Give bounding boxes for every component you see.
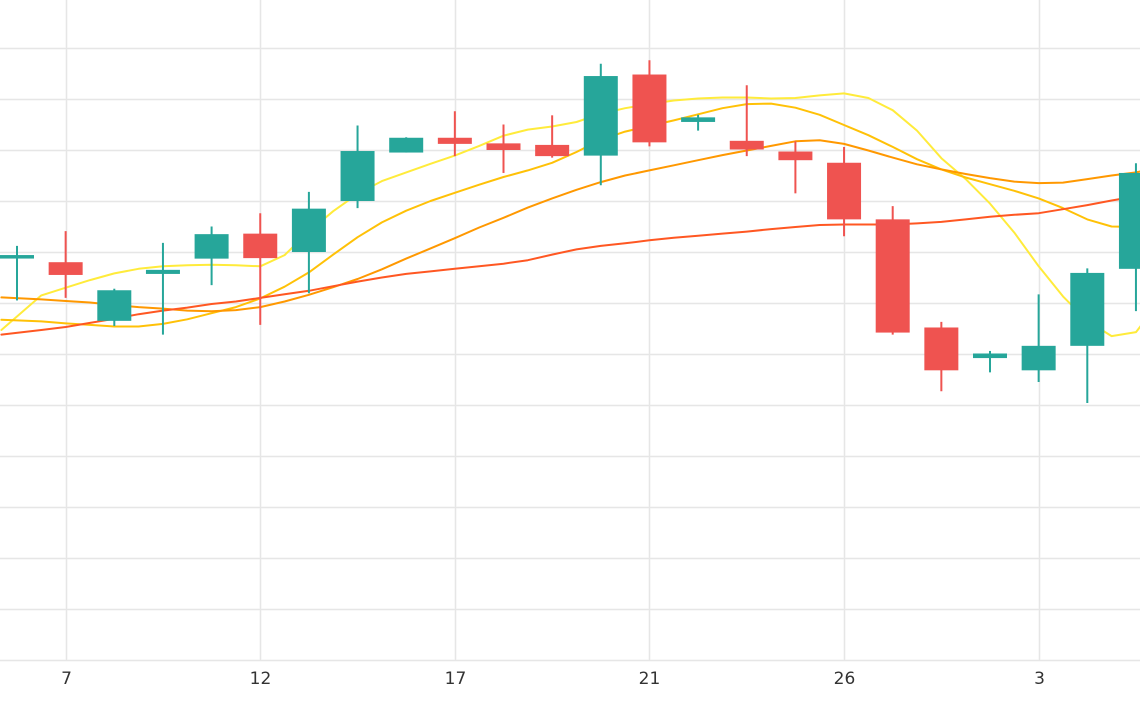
moving-average-lines bbox=[0, 92, 1140, 338]
ma-line-1 bbox=[0, 92, 1140, 338]
candle-body bbox=[729, 140, 764, 150]
candle-22 bbox=[1070, 268, 1105, 403]
candle-15 bbox=[729, 85, 764, 157]
candle-6 bbox=[291, 191, 326, 294]
candle-body bbox=[1021, 345, 1056, 371]
candle-body bbox=[0, 255, 34, 259]
candle-5 bbox=[243, 213, 278, 325]
candle-body bbox=[583, 76, 618, 156]
x-tick-label-17: 17 bbox=[445, 669, 467, 689]
candle-7 bbox=[340, 125, 375, 209]
candle-body bbox=[924, 327, 959, 371]
candle-12 bbox=[583, 63, 618, 186]
candle-2 bbox=[97, 288, 132, 326]
candle-16 bbox=[778, 141, 813, 194]
candle-19 bbox=[924, 321, 959, 392]
candle-body bbox=[243, 233, 278, 259]
candle-21 bbox=[1021, 294, 1056, 383]
candle-body bbox=[48, 262, 83, 275]
candle-body bbox=[194, 234, 229, 259]
candle-body bbox=[778, 151, 813, 161]
x-tick-label-3: 3 bbox=[1034, 669, 1045, 689]
candle-body bbox=[1070, 272, 1105, 346]
x-tick-label-26: 26 bbox=[834, 669, 856, 689]
candle-body bbox=[875, 219, 910, 333]
candle-body bbox=[291, 208, 326, 252]
candle-10 bbox=[486, 124, 521, 173]
candle-body bbox=[340, 151, 375, 201]
candle-body bbox=[632, 74, 667, 143]
candles bbox=[0, 60, 1140, 403]
x-tick-label-12: 12 bbox=[250, 669, 272, 689]
candle-body bbox=[535, 144, 570, 157]
candle-4 bbox=[194, 226, 229, 286]
horizontal-gridlines bbox=[0, 47, 1140, 662]
candle-body bbox=[827, 162, 862, 220]
candle-body bbox=[437, 137, 472, 144]
x-tick-label-7: 7 bbox=[61, 669, 72, 689]
x-tick-label-21: 21 bbox=[639, 669, 661, 689]
candle-20 bbox=[973, 350, 1007, 373]
candle-17 bbox=[827, 146, 862, 237]
candle-body bbox=[486, 143, 521, 150]
candle-3 bbox=[145, 242, 180, 335]
candle-body bbox=[681, 117, 716, 122]
candle-8 bbox=[389, 137, 424, 153]
candle-body bbox=[97, 290, 132, 321]
x-axis-ticks: 7 12 17 21 26 3 bbox=[61, 669, 1045, 689]
candle-9 bbox=[437, 111, 472, 157]
ma-line-3 bbox=[0, 139, 1140, 313]
candle-11 bbox=[535, 115, 570, 158]
candle-1 bbox=[48, 231, 83, 298]
ma-line-2 bbox=[0, 102, 1140, 328]
ma-line-4 bbox=[0, 194, 1140, 336]
candle-23 bbox=[1118, 163, 1140, 312]
candle-14 bbox=[681, 114, 716, 131]
candle-body bbox=[389, 137, 424, 153]
candle-18 bbox=[875, 206, 910, 335]
candle-13 bbox=[632, 60, 667, 147]
candle-body bbox=[973, 353, 1007, 359]
candle-0 bbox=[0, 245, 34, 301]
candle-body bbox=[145, 269, 180, 274]
candle-body bbox=[1118, 172, 1140, 269]
